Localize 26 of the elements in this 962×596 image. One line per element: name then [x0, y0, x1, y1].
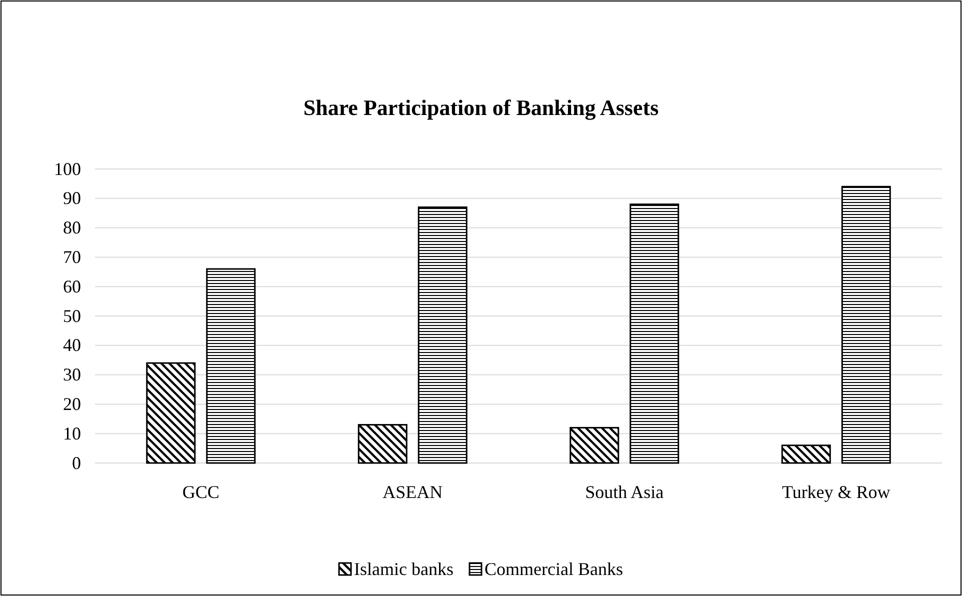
legend-label: Islamic banks — [354, 559, 454, 579]
bar — [781, 444, 831, 464]
y-tick-label: 40 — [63, 335, 81, 356]
bar — [570, 426, 620, 464]
y-tick-label: 10 — [63, 423, 81, 444]
legend-label: Commercial Banks — [484, 559, 623, 579]
bar — [841, 186, 891, 464]
bar — [146, 362, 196, 464]
y-tick-label: 0 — [72, 452, 81, 473]
bar — [358, 424, 408, 464]
x-tick-label: ASEAN — [382, 482, 443, 502]
y-tick-label: 30 — [63, 364, 81, 385]
y-tick-label: 20 — [63, 394, 81, 414]
y-tick-label: 50 — [63, 306, 81, 326]
bar — [630, 204, 680, 464]
chart-title: Share Participation of Banking Assets — [303, 95, 660, 120]
y-tick-label: 100 — [54, 158, 81, 179]
y-tick-label: 70 — [63, 246, 81, 267]
x-tick-label: South Asia — [585, 482, 664, 502]
x-tick-label: Turkey & Row — [782, 482, 890, 502]
x-tick-label: GCC — [182, 482, 220, 502]
y-tick-label: 80 — [63, 218, 81, 238]
y-tick-label: 60 — [63, 276, 81, 296]
bar — [418, 206, 468, 464]
y-tick-label: 90 — [63, 188, 81, 208]
bar — [206, 268, 256, 464]
